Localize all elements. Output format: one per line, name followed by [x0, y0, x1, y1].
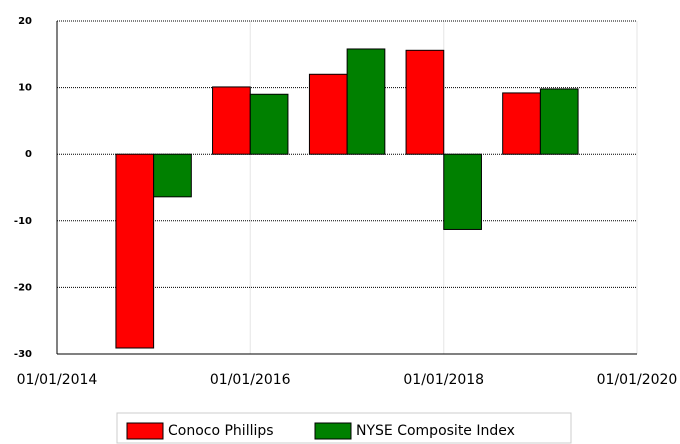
bar — [443, 153, 482, 230]
bar — [502, 92, 541, 155]
y-tick-label: 0 — [25, 149, 32, 160]
y-tick-label: 20 — [18, 16, 32, 27]
bar — [539, 88, 579, 155]
y-tick-label: 10 — [18, 83, 32, 94]
legend-swatch — [314, 422, 352, 440]
y-tick-label: -30 — [14, 349, 32, 360]
x-tick-label: 01/01/2016 — [210, 372, 291, 388]
x-tick-label: 01/01/2018 — [403, 372, 484, 388]
y-tick-label: -20 — [14, 282, 32, 293]
legend-label: NYSE Composite Index — [356, 423, 515, 439]
legend-swatch — [126, 422, 164, 440]
bar — [308, 73, 348, 155]
y-tick-label: -10 — [14, 216, 32, 227]
x-tick-label: 01/01/2014 — [17, 372, 98, 388]
bar — [346, 48, 386, 155]
legend-label: Conoco Phillips — [168, 423, 274, 439]
bar — [212, 86, 251, 155]
bar — [249, 93, 289, 155]
bar — [153, 153, 192, 198]
x-tick-label: 01/01/2020 — [597, 372, 678, 388]
bar — [115, 153, 155, 349]
bar — [405, 49, 445, 155]
